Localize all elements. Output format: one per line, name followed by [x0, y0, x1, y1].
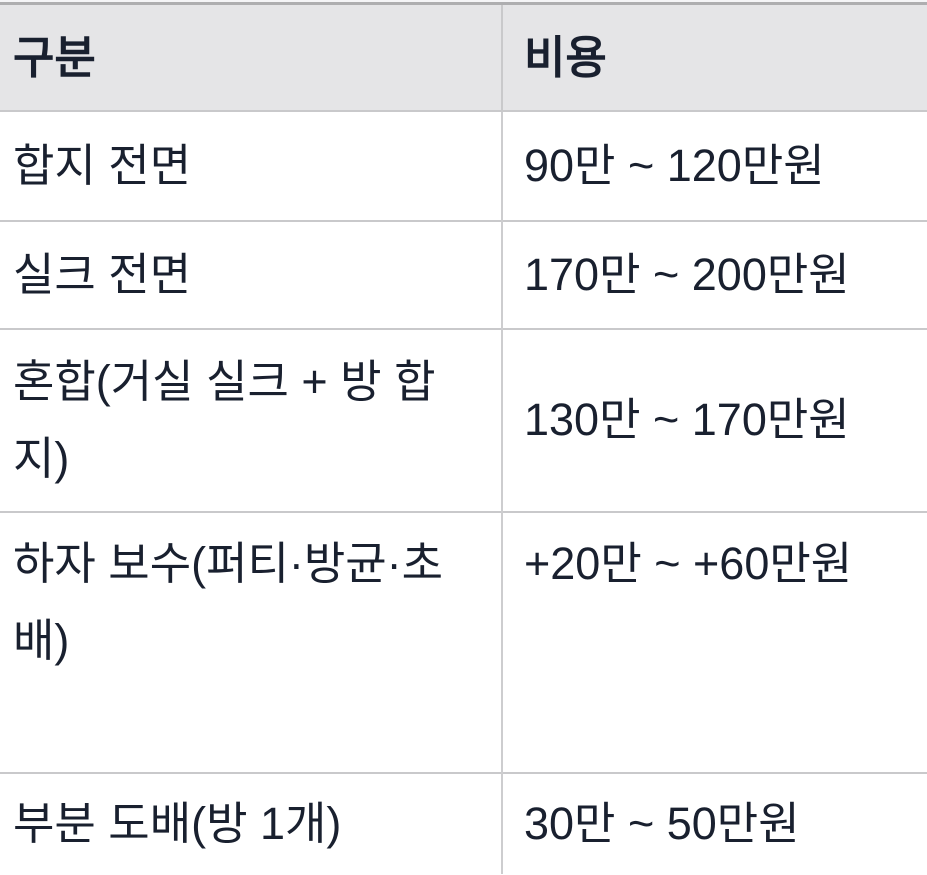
table-header: 구분 비용 — [0, 3, 927, 111]
table-row: 하자 보수(퍼티·방균·초배) +20만 ~ +60만원 — [0, 510, 927, 773]
header-cost: 비용 — [502, 3, 927, 111]
table-row: 실크 전면 170만 ~ 200만원 — [0, 219, 927, 329]
header-row: 구분 비용 — [0, 3, 927, 111]
header-category: 구분 — [0, 3, 503, 111]
table-body: 합지 전면 90만 ~ 120만원 실크 전면 170만 ~ 200만원 혼합(… — [0, 109, 927, 874]
category-cell: 혼합(거실 실크 + 방 합지) — [0, 327, 503, 512]
table-row: 부분 도배(방 1개) 30만 ~ 50만원 — [0, 771, 927, 874]
cost-cell: +20만 ~ +60만원 — [502, 510, 927, 773]
top-gap — [0, 0, 927, 2]
category-cell: 하자 보수(퍼티·방균·초배) — [0, 510, 503, 773]
table-row: 혼합(거실 실크 + 방 합지) 130만 ~ 170만원 — [0, 327, 927, 512]
table-row: 합지 전면 90만 ~ 120만원 — [0, 109, 927, 221]
cost-cell: 130만 ~ 170만원 — [502, 327, 927, 512]
category-cell: 실크 전면 — [0, 219, 503, 329]
cost-cell: 30만 ~ 50만원 — [502, 771, 927, 874]
category-cell: 부분 도배(방 1개) — [0, 771, 503, 874]
cost-cell: 90만 ~ 120만원 — [502, 109, 927, 221]
category-cell: 합지 전면 — [0, 109, 503, 221]
cost-cell: 170만 ~ 200만원 — [502, 219, 927, 329]
